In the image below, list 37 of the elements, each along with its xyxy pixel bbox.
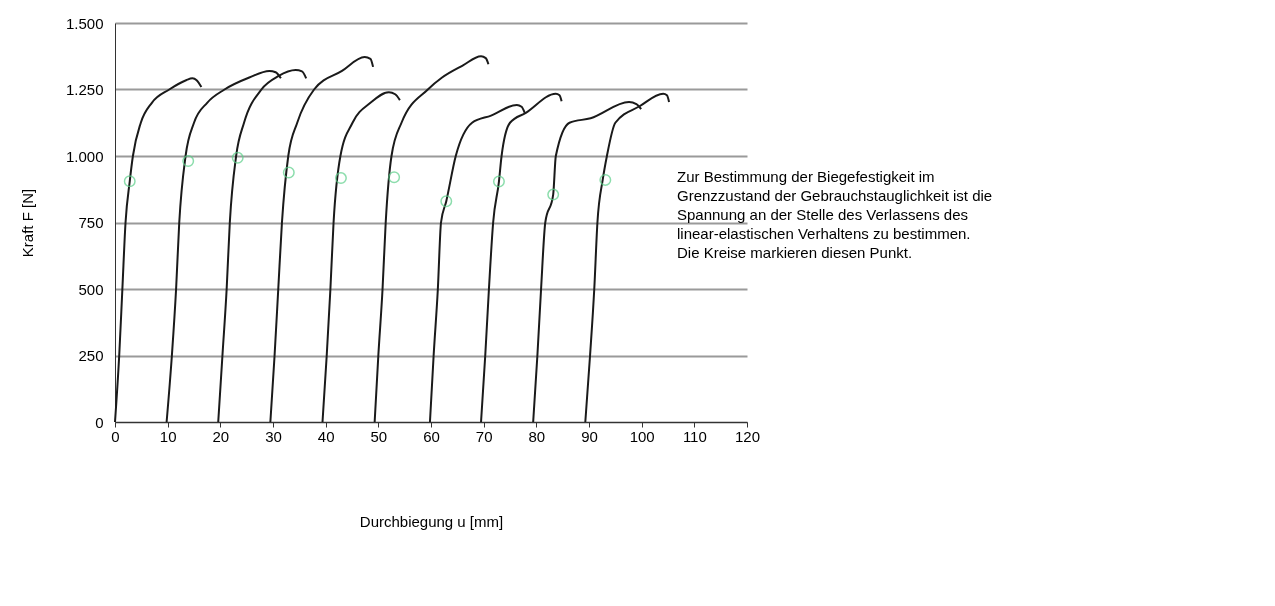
point bbox=[182, 155, 195, 168]
x-tick-label: 80 bbox=[528, 427, 546, 445]
line-series bbox=[373, 55, 490, 423]
x-tick-label: 60 bbox=[423, 427, 440, 445]
annotation: Zur Bestimmung der Biegefestigkeit im Grenzzustand der Gebrauchstauglichkeit ist die Spannung an der Stelle des Verlassens des linear-elastischen Verhaltens zu bestimmen. Die Kreise markieren diesen Punkt. bbox=[677, 168, 993, 261]
y-axis-title: Kraft F [N] bbox=[18, 188, 36, 258]
x-axis-title: Durchbiegung u [mm] bbox=[359, 512, 504, 530]
y-tick-label: 500 bbox=[78, 280, 104, 298]
y-tick-label: 0 bbox=[95, 413, 104, 431]
x-tick-label: 120 bbox=[734, 427, 761, 445]
point bbox=[599, 173, 612, 186]
line-series bbox=[269, 56, 375, 423]
x-tick-label: 30 bbox=[265, 427, 282, 445]
point bbox=[123, 175, 136, 188]
x-tick-label: 40 bbox=[317, 427, 335, 445]
point bbox=[388, 171, 401, 184]
y-tick-label: 1.500 bbox=[65, 14, 104, 32]
y-tick-label: 750 bbox=[78, 214, 104, 231]
y-tick-label: 250 bbox=[78, 347, 104, 364]
x-tick-label: 90 bbox=[581, 427, 598, 445]
line-series bbox=[321, 91, 401, 423]
y-tick-label: 1.000 bbox=[65, 147, 104, 165]
x-tick-label: 100 bbox=[629, 427, 655, 445]
x-tick-label: 0 bbox=[111, 427, 120, 445]
x-tick-label: 50 bbox=[370, 427, 388, 445]
x-tick-label: 10 bbox=[159, 427, 177, 445]
point bbox=[547, 188, 560, 201]
x-tick-label: 110 bbox=[682, 427, 707, 445]
point bbox=[492, 175, 505, 188]
line-series bbox=[114, 77, 203, 423]
y-tick-label: 1.250 bbox=[65, 81, 104, 98]
x-tick-label: 20 bbox=[212, 427, 230, 445]
point bbox=[231, 151, 244, 164]
point bbox=[282, 166, 295, 179]
x-tick-label: 70 bbox=[475, 427, 493, 445]
point bbox=[440, 195, 453, 208]
point bbox=[334, 172, 347, 185]
